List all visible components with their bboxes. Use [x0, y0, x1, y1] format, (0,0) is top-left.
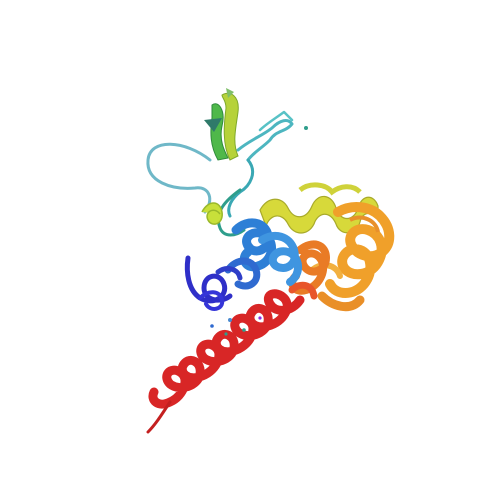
helix-lime-small	[201, 202, 223, 225]
helix-n-terminal-blue	[184, 255, 243, 311]
helix-blue-azure	[224, 218, 302, 290]
ligand-dots	[210, 126, 308, 336]
beta-sheet-top	[204, 88, 239, 161]
loop-region-cyan	[146, 110, 294, 237]
helix-c-terminal-red	[146, 289, 305, 434]
helix-red-orange	[288, 240, 331, 300]
